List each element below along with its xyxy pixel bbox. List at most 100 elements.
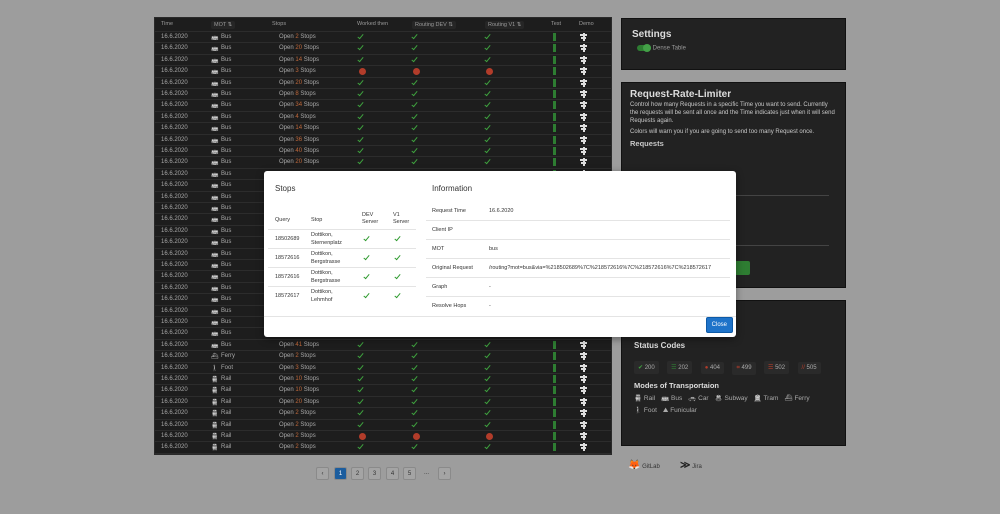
test-icon[interactable] bbox=[553, 78, 556, 87]
signpost-icon[interactable] bbox=[580, 67, 586, 76]
signpost-icon[interactable] bbox=[580, 432, 586, 440]
table-row[interactable]: 16.6.2020 🚌 Bus Open 8 Stops bbox=[155, 88, 611, 99]
row-stops-link[interactable]: Open 36 Stops bbox=[279, 137, 319, 143]
row-stops-link[interactable]: Open 10 Stops bbox=[279, 376, 319, 382]
row-stops-link[interactable]: Open 14 Stops bbox=[279, 125, 319, 131]
row-stops-link[interactable]: Open 10 Stops bbox=[279, 387, 319, 393]
table-row[interactable]: 16.6.2020 🚌 Bus Open 2 Stops bbox=[155, 31, 611, 42]
signpost-icon[interactable] bbox=[580, 386, 586, 395]
test-icon[interactable] bbox=[553, 420, 556, 429]
page-3[interactable]: 3 bbox=[368, 467, 381, 480]
gitlab-link[interactable]: 🦊 GitLab bbox=[628, 460, 660, 471]
table-row[interactable]: 16.6.2020 🚆 Rail Open 10 Stops bbox=[155, 373, 611, 384]
table-row[interactable]: 16.6.2020 🚌 Bus Open 41 Stops bbox=[155, 338, 611, 350]
row-stops-link[interactable]: Open 20 Stops bbox=[279, 399, 319, 405]
row-stops-link[interactable]: Open 2 Stops bbox=[279, 433, 316, 439]
table-row[interactable]: 16.6.2020 ⛴ Ferry Open 2 Stops bbox=[155, 350, 611, 361]
test-icon[interactable] bbox=[553, 135, 556, 144]
table-row[interactable]: 16.6.2020 🚆 Rail Open 2 Stops bbox=[155, 430, 611, 441]
table-row[interactable]: 16.6.2020 🚌 Bus Open 14 Stops bbox=[155, 53, 611, 65]
signpost-icon[interactable] bbox=[580, 33, 586, 41]
test-icon[interactable] bbox=[553, 90, 556, 98]
row-stops-link[interactable]: Open 41 Stops bbox=[279, 342, 319, 348]
signpost-icon[interactable] bbox=[580, 101, 586, 110]
row-stops-link[interactable]: Open 2 Stops bbox=[279, 410, 316, 416]
page-4[interactable]: 4 bbox=[386, 467, 399, 480]
test-icon[interactable] bbox=[553, 443, 556, 452]
col-v1-sort[interactable]: Routing V1 ⇅ bbox=[485, 21, 525, 29]
table-row[interactable]: 16.6.2020 🚆 Rail Open 20 Stops bbox=[155, 395, 611, 407]
signpost-icon[interactable] bbox=[580, 158, 586, 167]
row-stops-link[interactable]: Open 2 Stops bbox=[279, 444, 316, 450]
jira-link[interactable]: ≫ Jira bbox=[680, 460, 702, 471]
test-icon[interactable] bbox=[553, 158, 556, 167]
test-icon[interactable] bbox=[553, 363, 556, 372]
row-stops-link[interactable]: Open 4 Stops bbox=[279, 114, 316, 120]
test-icon[interactable] bbox=[553, 352, 556, 361]
row-stops-link[interactable]: Open 2 Stops bbox=[279, 422, 316, 428]
signpost-icon[interactable] bbox=[580, 397, 586, 406]
test-icon[interactable] bbox=[553, 44, 556, 53]
page-1[interactable]: 1 bbox=[334, 467, 347, 480]
col-dev-sort[interactable]: Routing DEV ⇅ bbox=[412, 21, 456, 29]
table-row[interactable]: 16.6.2020 🚌 Bus Open 20 Stops bbox=[155, 76, 611, 88]
test-icon[interactable] bbox=[553, 375, 556, 383]
dense-table-toggle[interactable] bbox=[637, 44, 651, 52]
page-prev[interactable]: ‹ bbox=[316, 467, 329, 480]
signpost-icon[interactable] bbox=[580, 55, 586, 64]
signpost-icon[interactable] bbox=[580, 420, 586, 429]
row-stops-link[interactable]: Open 40 Stops bbox=[279, 148, 319, 154]
signpost-icon[interactable] bbox=[580, 443, 586, 452]
row-stops-link[interactable]: Open 34 Stops bbox=[279, 102, 319, 108]
table-row[interactable]: 16.6.2020 🚌 Bus Open 20 Stops bbox=[155, 156, 611, 167]
test-icon[interactable] bbox=[553, 55, 556, 64]
test-icon[interactable] bbox=[553, 340, 556, 349]
table-row[interactable]: 16.6.2020 🚌 Bus Open 36 Stops bbox=[155, 133, 611, 145]
test-icon[interactable] bbox=[553, 432, 556, 440]
signpost-icon[interactable] bbox=[580, 409, 586, 418]
test-icon[interactable] bbox=[553, 147, 556, 155]
test-icon[interactable] bbox=[553, 33, 556, 41]
close-button[interactable]: Close bbox=[705, 317, 733, 333]
test-icon[interactable] bbox=[553, 386, 556, 395]
row-stops-link[interactable]: Open 3 Stops bbox=[279, 68, 316, 74]
table-row[interactable]: 16.6.2020 🚆 Rail Open Stops bbox=[155, 452, 611, 454]
table-row[interactable]: 16.6.2020 🚌 Bus Open 34 Stops bbox=[155, 99, 611, 110]
signpost-icon[interactable] bbox=[580, 44, 586, 53]
test-icon[interactable] bbox=[553, 124, 556, 133]
signpost-icon[interactable] bbox=[580, 375, 586, 383]
col-mot-sort[interactable]: MOT ⇅ bbox=[211, 21, 236, 29]
table-row[interactable]: 16.6.2020 🚌 Bus Open 20 Stops bbox=[155, 42, 611, 53]
signpost-icon[interactable] bbox=[580, 147, 586, 155]
page-5[interactable]: 5 bbox=[403, 467, 416, 480]
page-2[interactable]: 2 bbox=[351, 467, 364, 480]
row-stops-link[interactable]: Open 20 Stops bbox=[279, 80, 319, 86]
row-stops-link[interactable]: Open 8 Stops bbox=[279, 91, 316, 97]
row-stops-link[interactable]: Open 3 Stops bbox=[279, 365, 316, 371]
signpost-icon[interactable] bbox=[580, 352, 586, 361]
signpost-icon[interactable] bbox=[580, 135, 586, 144]
signpost-icon[interactable] bbox=[580, 112, 586, 121]
signpost-icon[interactable] bbox=[580, 363, 586, 372]
table-row[interactable]: 16.6.2020 🚌 Bus Open 4 Stops bbox=[155, 110, 611, 122]
test-icon[interactable] bbox=[553, 397, 556, 406]
signpost-icon[interactable] bbox=[580, 78, 586, 87]
table-row[interactable]: 16.6.2020 🚌 Bus Open 40 Stops bbox=[155, 145, 611, 156]
row-stops-link[interactable]: Open 14 Stops bbox=[279, 57, 319, 63]
signpost-icon[interactable] bbox=[580, 90, 586, 98]
test-icon[interactable] bbox=[553, 112, 556, 121]
test-icon[interactable] bbox=[553, 67, 556, 76]
row-stops-link[interactable]: Open 2 Stops bbox=[279, 353, 316, 359]
row-stops-link[interactable]: Open 20 Stops bbox=[279, 45, 319, 51]
table-row[interactable]: 16.6.2020 🚆 Rail Open 2 Stops bbox=[155, 441, 611, 452]
signpost-icon[interactable] bbox=[580, 340, 586, 349]
table-row[interactable]: 16.6.2020 🚌 Bus Open 14 Stops bbox=[155, 122, 611, 133]
row-stops-link[interactable]: Open 2 Stops bbox=[279, 34, 316, 40]
signpost-icon[interactable] bbox=[580, 124, 586, 133]
test-icon[interactable] bbox=[553, 101, 556, 110]
row-stops-link[interactable]: Open 20 Stops bbox=[279, 159, 319, 165]
test-icon[interactable] bbox=[553, 409, 556, 418]
table-row[interactable]: 16.6.2020 🚆 Rail Open 10 Stops bbox=[155, 384, 611, 395]
table-row[interactable]: 16.6.2020 🚌 Bus Open 3 Stops bbox=[155, 65, 611, 76]
page-next[interactable]: › bbox=[438, 467, 451, 480]
